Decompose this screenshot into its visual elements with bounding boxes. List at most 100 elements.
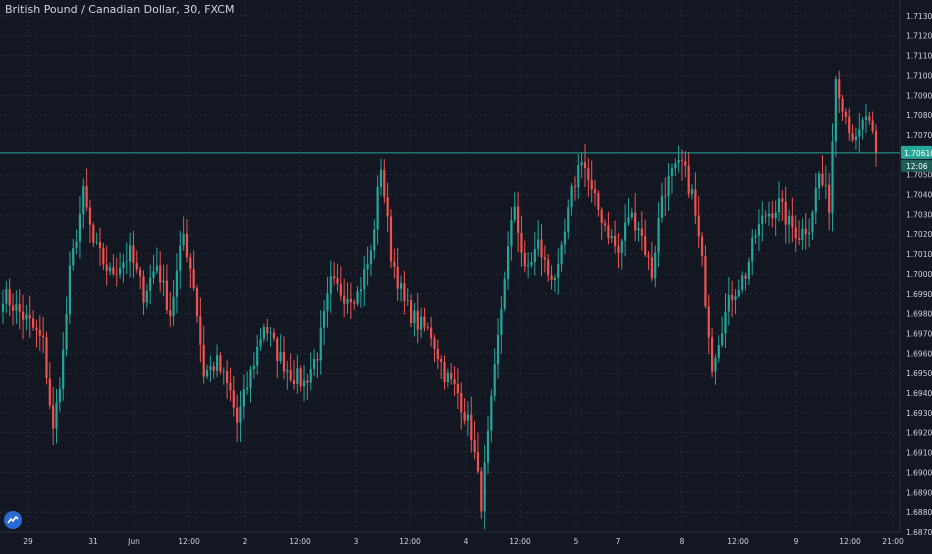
candle-body [443, 361, 446, 383]
time-tick-label: 2 [243, 537, 248, 546]
tradingview-logo-icon[interactable] [4, 511, 22, 529]
candle-body [700, 236, 704, 257]
candle-body [483, 462, 486, 512]
candle-body [513, 206, 516, 221]
candle-body [95, 241, 98, 243]
candle-body [637, 228, 640, 231]
candle-body [108, 267, 112, 272]
candle-body [356, 291, 359, 304]
price-tick-label: 1.69300 [906, 409, 932, 418]
candle-body [777, 198, 781, 213]
candle-body [68, 265, 71, 315]
candle-body [316, 358, 319, 361]
candle-body [98, 241, 102, 248]
candle-body [302, 380, 306, 387]
candle-body [323, 310, 326, 328]
price-tick-label: 1.69100 [906, 449, 932, 458]
candle-body [767, 213, 771, 217]
price-tick-label: 1.69800 [906, 310, 932, 319]
candle-body [5, 289, 8, 304]
candle-body [751, 237, 754, 262]
candle-body [389, 216, 393, 262]
candle-body [460, 393, 463, 413]
candle-body [142, 276, 145, 303]
candle-body [149, 277, 152, 291]
candle-body [172, 296, 175, 317]
candle-body [874, 131, 878, 153]
candle-body [851, 133, 854, 141]
candle-body [607, 225, 610, 239]
candle-body [406, 300, 409, 302]
candle-body [135, 262, 138, 270]
time-tick-label: 7 [616, 537, 621, 546]
candle-body [634, 212, 637, 231]
price-tick-label: 1.71100 [906, 52, 932, 61]
candle-body [657, 217, 660, 253]
candle-body [62, 349, 65, 389]
candle-body [677, 159, 680, 164]
candle-body [523, 252, 526, 267]
time-tick-label: 12:00 [727, 537, 749, 546]
time-tick-label: 3 [354, 537, 359, 546]
candle-body [573, 186, 577, 188]
candle-body [52, 405, 55, 429]
candle-body [784, 201, 787, 225]
candle-body [272, 332, 276, 339]
time-tick-label: 31 [88, 537, 98, 546]
candle-body [125, 261, 128, 263]
candle-body [533, 249, 536, 263]
candle-body [674, 163, 677, 169]
candle-body [359, 289, 362, 292]
candle-body [199, 316, 202, 345]
candle-body [202, 344, 205, 377]
candle-body [781, 198, 784, 202]
candle-body [560, 244, 563, 265]
candle-body [684, 161, 687, 166]
candle-body [45, 337, 48, 379]
candle-body [517, 206, 520, 233]
candle-body [416, 310, 419, 330]
countdown-badge-value: 12:06 [906, 162, 928, 171]
time-tick-label: 9 [794, 537, 799, 546]
price-tick-label: 1.70700 [906, 131, 932, 140]
price-badge-value: 1.70610 [904, 149, 932, 158]
candle-body [757, 224, 761, 236]
candle-body [543, 257, 546, 260]
candle-body [717, 345, 720, 358]
candle-body [804, 228, 807, 235]
candle-body [714, 357, 717, 372]
candle-body [333, 276, 336, 279]
candle-body [654, 252, 657, 279]
candle-body [821, 173, 824, 185]
price-tick-label: 1.71200 [906, 32, 932, 41]
candle-body [339, 283, 342, 296]
candle-body [18, 304, 21, 312]
price-axis[interactable]: 1.71300 1.71200 1.71100 1.71000 1.70900 1.708… [906, 12, 932, 537]
candle-body [440, 359, 443, 362]
time-tick-label: 21:00 [882, 537, 904, 546]
candle-body [731, 294, 734, 300]
candle-body [771, 213, 774, 219]
candle-body [65, 314, 68, 350]
time-axis[interactable]: 29 31 Jun 12:00 2 12:00 3 12:00 4 12:00 5 7 8 12:00 9 1… [23, 537, 904, 546]
candle-body [219, 355, 222, 372]
candle-body [597, 193, 600, 210]
candle-body [423, 316, 426, 328]
candle-body [557, 264, 560, 278]
candle-body [349, 298, 352, 303]
candle-body [687, 165, 690, 195]
price-tick-label: 1.69900 [906, 290, 932, 299]
time-tick-label: 29 [23, 537, 33, 546]
candle-body [844, 111, 847, 117]
candle-body [88, 207, 92, 225]
candle-body [587, 168, 590, 181]
candle-body [540, 239, 543, 258]
candle-body [396, 266, 399, 289]
candle-body [242, 389, 245, 407]
time-tick-label: 8 [680, 537, 685, 546]
candle-body [463, 412, 466, 421]
time-tick-label: 12:00 [509, 537, 531, 546]
candle-body [326, 293, 329, 311]
